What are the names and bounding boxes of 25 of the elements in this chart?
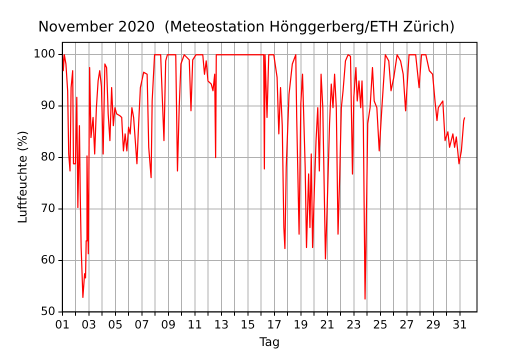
x-tick-label: 23 — [346, 318, 362, 332]
y-tick-label: 50 — [40, 304, 56, 318]
y-tick-label: 60 — [40, 252, 56, 266]
x-tick-label: 27 — [399, 318, 414, 332]
y-tick-label: 100 — [33, 46, 56, 61]
y-tick-label: 90 — [40, 98, 56, 112]
x-tick-label: 25 — [372, 318, 388, 332]
x-axis-title: Tag — [258, 334, 280, 349]
x-tick-label: 07 — [134, 318, 150, 332]
x-tick-label: 01 — [55, 318, 70, 332]
y-tick-label: 70 — [40, 200, 56, 215]
x-tick-label: 29 — [426, 318, 441, 332]
chart-title: November 2020 (Meteostation Hönggerberg/ETH Zürich) — [38, 19, 455, 36]
x-tick-label: 13 — [214, 318, 229, 332]
x-tick-label: 31 — [452, 318, 468, 332]
y-tick-label: 80 — [40, 150, 56, 164]
y-axis-title: Luftfeuchte (%) — [15, 130, 30, 224]
x-tick-label: 05 — [108, 318, 123, 332]
x-tick-label: 21 — [320, 318, 335, 332]
x-tick-label: 03 — [82, 318, 96, 332]
x-tick-label: 11 — [188, 318, 202, 332]
x-tick-label: 09 — [161, 318, 176, 332]
x-tick-label: 15 — [240, 318, 256, 332]
x-tick-label: 17 — [266, 318, 282, 332]
x-tick-label: 19 — [293, 318, 308, 332]
